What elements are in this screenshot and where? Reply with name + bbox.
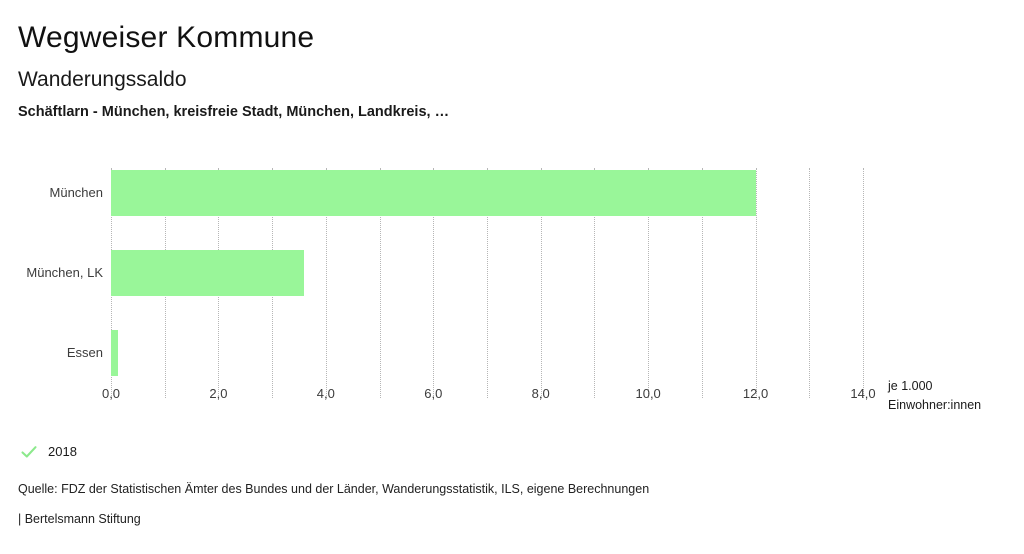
x-tick-label: 12,0 xyxy=(742,386,769,401)
legend-item-label: 2018 xyxy=(48,444,77,459)
bar[interactable] xyxy=(111,330,118,376)
chart-legend[interactable]: 2018 xyxy=(20,442,77,462)
gridline xyxy=(648,168,650,398)
page-title: Wegweiser Kommune xyxy=(18,21,315,54)
gridline xyxy=(755,168,757,398)
bar-chart xyxy=(111,168,864,398)
x-tick-label: 0,0 xyxy=(101,386,121,401)
category-label: München xyxy=(49,185,103,200)
footer-publisher: | Bertelsmann Stiftung xyxy=(18,512,141,526)
x-tick-label: 6,0 xyxy=(424,386,443,401)
x-axis-unit-label: je 1.000 Einwohner:innen xyxy=(888,377,981,415)
footer-source: Quelle: FDZ der Statistischen Ämter des … xyxy=(18,482,650,496)
category-label: Essen xyxy=(66,345,103,360)
gridline xyxy=(809,168,811,398)
chart-header: Wegweiser Kommune Wanderungssaldo Schäft… xyxy=(18,0,1008,121)
x-tick-label: 14,0 xyxy=(850,386,876,401)
x-tick-label: 10,0 xyxy=(635,386,661,401)
bar-row xyxy=(111,248,863,328)
gridline xyxy=(540,168,542,398)
gridline xyxy=(863,168,864,398)
bar-row xyxy=(111,328,863,408)
chart-subtitle: Wanderungssaldo xyxy=(18,68,187,91)
category-label: München, LK xyxy=(26,265,103,280)
gridline xyxy=(325,168,327,398)
gridline xyxy=(594,168,596,398)
x-axis-tick-labels: 0,0 2,0 4,0 6,0 8,0 10,0 12,0 14,0 xyxy=(0,386,1024,410)
gridline xyxy=(701,168,703,398)
x-tick-label: 8,0 xyxy=(531,386,550,401)
check-icon xyxy=(20,443,38,461)
chart-footer: Quelle: FDZ der Statistischen Ämter des … xyxy=(18,481,998,527)
x-axis-unit-line2: Einwohner:innen xyxy=(888,398,982,412)
bar-row xyxy=(111,168,863,248)
chart-plot-area: München München, LK Essen xyxy=(0,158,1024,408)
x-tick-label: 2,0 xyxy=(209,386,228,401)
bar[interactable] xyxy=(111,170,756,216)
x-axis-unit-line1: je 1.000 xyxy=(888,379,933,393)
gridline xyxy=(487,168,488,398)
category-axis-labels: München München, LK Essen xyxy=(0,168,103,398)
gridline xyxy=(379,168,381,398)
chart-region-label: Schäftlarn - München, kreisfreie Stadt, … xyxy=(18,104,450,120)
bar[interactable] xyxy=(111,250,305,296)
x-tick-label: 4,0 xyxy=(316,386,335,401)
gridline xyxy=(433,168,435,398)
